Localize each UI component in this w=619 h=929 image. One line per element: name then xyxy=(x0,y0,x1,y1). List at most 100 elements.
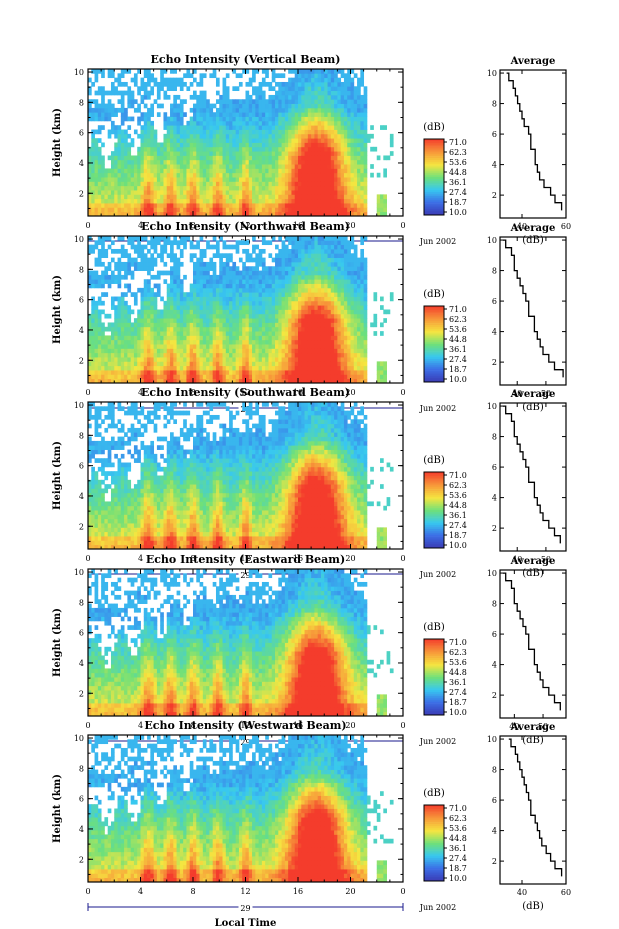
heatmap-cell xyxy=(301,296,305,302)
heatmap-cell xyxy=(117,207,122,213)
heatmap-cell xyxy=(173,365,177,371)
heatmap-cell xyxy=(179,138,184,143)
heatmap-cell xyxy=(317,116,322,122)
heatmap-cell xyxy=(94,361,99,367)
heatmap-cell xyxy=(219,344,223,349)
heatmap-cell xyxy=(258,86,263,92)
colorbar-segment xyxy=(424,171,444,174)
heatmap-cell xyxy=(311,159,315,165)
heatmap-cell xyxy=(304,352,309,358)
profile-y-tick-label: 8 xyxy=(492,100,497,109)
colorbar-segment xyxy=(424,199,444,202)
heatmap-cell xyxy=(281,309,286,315)
heatmap-cell xyxy=(232,159,237,165)
heatmap-cell xyxy=(97,198,102,204)
heatmap-cell xyxy=(160,339,164,345)
heatmap-cell xyxy=(229,270,233,276)
heatmap-cell xyxy=(97,248,102,254)
heatmap-cell xyxy=(278,236,282,241)
heatmap-cell xyxy=(307,172,312,178)
heatmap-cell xyxy=(324,172,328,178)
heatmap-cell xyxy=(311,257,315,263)
heatmap-cell xyxy=(127,339,132,345)
heatmap-cell xyxy=(107,211,112,217)
heatmap-cell xyxy=(127,142,132,148)
heatmap-cell xyxy=(153,357,158,362)
heatmap-cell xyxy=(140,142,145,148)
heatmap-cell xyxy=(206,112,210,117)
heatmap-cell xyxy=(179,378,184,384)
heatmap-cell xyxy=(235,73,240,79)
heatmap-cell xyxy=(320,129,325,135)
heatmap-cell xyxy=(360,190,365,195)
heatmap-cell xyxy=(156,283,161,289)
heatmap-cell xyxy=(127,203,132,208)
heatmap-cell xyxy=(238,313,243,319)
profile-y-tick-label: 6 xyxy=(492,130,497,139)
heatmap-cell xyxy=(91,322,95,328)
heatmap-cell xyxy=(176,138,181,143)
heatmap-cell xyxy=(219,99,223,104)
heatmap-cell xyxy=(245,155,250,161)
heatmap-cell xyxy=(278,203,282,208)
heatmap-cell xyxy=(199,357,204,362)
heatmap-cell xyxy=(298,159,302,165)
heatmap-cell xyxy=(147,335,151,341)
heatmap-cell xyxy=(245,257,250,263)
heatmap-cell xyxy=(294,116,299,122)
heatmap-cell xyxy=(261,125,266,130)
heatmap-cell xyxy=(340,69,345,74)
heatmap-cell xyxy=(179,279,184,284)
heatmap-cell xyxy=(153,129,158,135)
heatmap-cell xyxy=(242,339,246,345)
heatmap-cell xyxy=(196,365,200,371)
heatmap-cell xyxy=(271,326,276,332)
heatmap-cell xyxy=(265,326,269,332)
heatmap-cell xyxy=(124,181,128,187)
heatmap-cell xyxy=(215,198,220,204)
heatmap-cell xyxy=(170,155,174,161)
heatmap-cell xyxy=(327,236,332,241)
heatmap-cell xyxy=(150,86,155,92)
heatmap-cell xyxy=(101,374,105,380)
heatmap-cell xyxy=(288,129,292,135)
heatmap-cell xyxy=(137,287,141,293)
heatmap-cell xyxy=(307,270,312,276)
heatmap-cell xyxy=(222,318,227,323)
heatmap-cell xyxy=(166,305,171,310)
heatmap-cell xyxy=(304,305,309,310)
heatmap-cell xyxy=(284,103,289,109)
heatmap-cell xyxy=(225,103,230,109)
heatmap-cell xyxy=(235,164,240,169)
heatmap-cell xyxy=(140,361,145,367)
heatmap-cell xyxy=(275,155,279,161)
heatmap-cell xyxy=(301,94,305,100)
heatmap-cell xyxy=(291,352,296,358)
heatmap-cell xyxy=(160,177,164,182)
heatmap-cell xyxy=(330,335,335,341)
heatmap-cell xyxy=(104,190,109,195)
heatmap-cell xyxy=(222,116,227,122)
heatmap-cell xyxy=(202,318,207,323)
heatmap-cell xyxy=(225,112,230,117)
heatmap-cell xyxy=(252,99,256,104)
heatmap-cell xyxy=(350,103,355,109)
heatmap-cell xyxy=(294,240,299,246)
heatmap-cell xyxy=(199,203,204,208)
heatmap-cell xyxy=(150,103,155,109)
heatmap-cell xyxy=(160,151,164,156)
heatmap-cell xyxy=(301,194,305,200)
heatmap-cell xyxy=(284,339,289,345)
heatmap-cell xyxy=(137,185,141,191)
heatmap-cell xyxy=(284,283,289,289)
heatmap-cell xyxy=(291,164,296,169)
heatmap-cell xyxy=(294,198,299,204)
heatmap-cell xyxy=(160,198,164,204)
heatmap-cell xyxy=(265,164,269,169)
heatmap-cell xyxy=(281,339,286,345)
heatmap-cell xyxy=(206,138,210,143)
heatmap-cell xyxy=(101,300,105,306)
heatmap-cell xyxy=(357,159,361,165)
heatmap-cell xyxy=(255,309,260,315)
heatmap-cell xyxy=(88,313,92,319)
